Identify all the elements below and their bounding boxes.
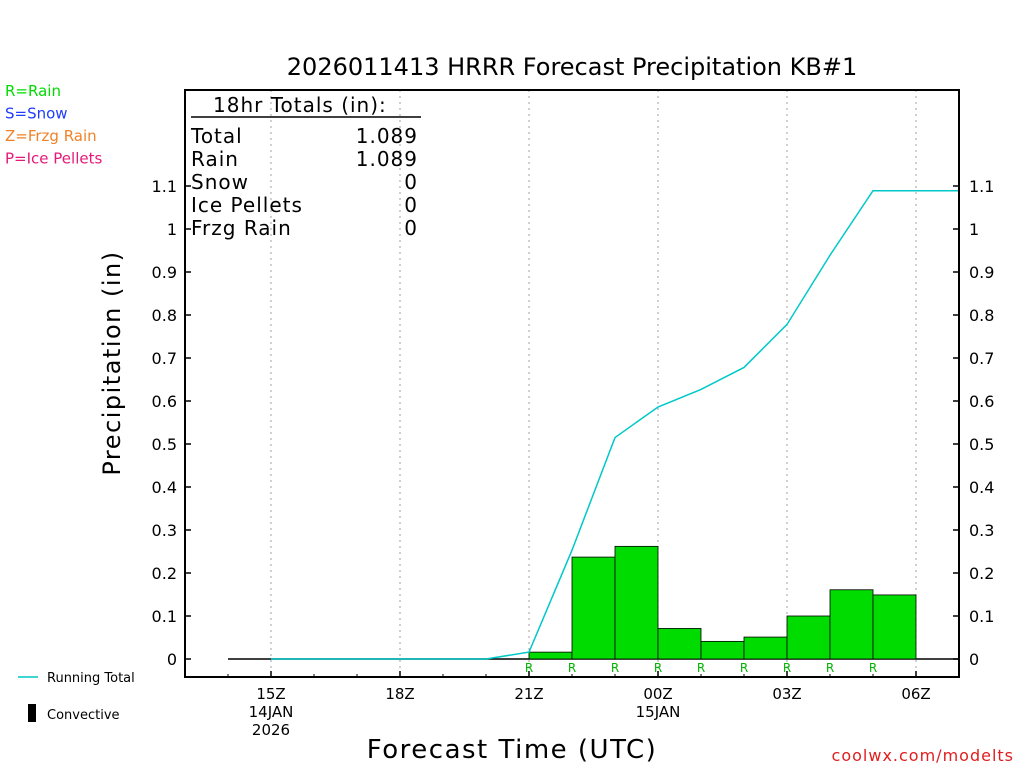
x-tick-label: 06Z bbox=[901, 685, 930, 703]
totals-row-label: Frzg Rain bbox=[191, 216, 292, 240]
x-tick-label: 03Z bbox=[772, 685, 801, 703]
precip-bar bbox=[657, 628, 702, 660]
y-tick-label: 0.2 bbox=[152, 564, 177, 583]
y-tick-label-right: 0.2 bbox=[969, 564, 994, 583]
x-tick-label: 18Z bbox=[385, 685, 414, 703]
y-tick-label-right: 0.7 bbox=[969, 349, 994, 368]
y-tick-label-right: 0.6 bbox=[969, 392, 994, 411]
y-tick-label: 0.1 bbox=[152, 607, 177, 626]
precip-type-letter: R bbox=[525, 661, 533, 675]
y-tick-label: 0.8 bbox=[152, 306, 177, 325]
totals-row-value: 1.089 bbox=[356, 147, 418, 171]
credit-text: coolwx.com/modelts bbox=[832, 746, 1014, 765]
precip-type-letter: R bbox=[568, 661, 576, 675]
precip-bar bbox=[743, 636, 788, 660]
running-total-legend-label: Running Total bbox=[47, 671, 135, 686]
x-tick-label: 15Z bbox=[256, 685, 285, 703]
precip-type-letter: R bbox=[869, 661, 877, 675]
running-total-line bbox=[271, 189, 959, 660]
type-legend-item: Z=Frzg Rain bbox=[5, 127, 97, 145]
type-legend-item: R=Rain bbox=[5, 82, 61, 100]
totals-row-value: 0 bbox=[404, 193, 418, 217]
x-tick-label: 21Z bbox=[514, 685, 543, 703]
running-total-polyline bbox=[271, 189, 959, 660]
y-tick-label: 0.7 bbox=[152, 349, 177, 368]
y-axis-label: Precipitation (in) bbox=[98, 250, 126, 475]
type-legend-item: P=Ice Pellets bbox=[5, 150, 102, 168]
totals-box: 18hr Totals (in): Total 1.089 Rain 1.089 Sno… bbox=[190, 93, 421, 240]
y-axis-left: 0 0.1 0.2 0.3 0.4 0.5 0.6 0.7 0.8 0.9 1 1.1 bbox=[152, 177, 191, 669]
convective-legend-swatch bbox=[28, 704, 36, 722]
y-tick-label: 0.9 bbox=[152, 263, 177, 282]
precip-bar bbox=[528, 651, 573, 660]
y-tick-label: 0.3 bbox=[152, 521, 177, 540]
y-tick-label-right: 0.1 bbox=[969, 607, 994, 626]
convective-legend-label: Convective bbox=[47, 708, 120, 723]
precip-bar bbox=[614, 545, 659, 660]
y-tick-label: 0 bbox=[167, 650, 177, 669]
y-tick-label-right: 1 bbox=[969, 220, 979, 239]
x-tick-label: 00Z bbox=[643, 685, 672, 703]
y-tick-label: 1 bbox=[167, 220, 177, 239]
y-tick-label-right: 0.4 bbox=[969, 478, 994, 497]
totals-row-label: Snow bbox=[191, 170, 249, 194]
x-tick-label: 15JAN bbox=[636, 703, 681, 721]
totals-row-label: Total bbox=[190, 124, 243, 148]
precip-type-letter: R bbox=[826, 661, 834, 675]
y-tick-label-right: 0.8 bbox=[969, 306, 994, 325]
x-axis-label: Forecast Time (UTC) bbox=[367, 735, 658, 765]
precip-type-letter: R bbox=[611, 661, 619, 675]
chart-title: 2026011413 HRRR Forecast Precipitation K… bbox=[287, 53, 857, 81]
y-tick-label-right: 1.1 bbox=[969, 177, 994, 196]
x-tick-label: 2026 bbox=[252, 721, 290, 739]
precip-type-letter: R bbox=[697, 661, 705, 675]
totals-row-value: 0 bbox=[404, 216, 418, 240]
precip-bar bbox=[700, 640, 745, 660]
y-tick-label-right: 0.9 bbox=[969, 263, 994, 282]
type-legend-item: S=Snow bbox=[5, 105, 68, 123]
precip-bar bbox=[786, 615, 831, 660]
precip-bar bbox=[872, 594, 917, 660]
y-tick-label: 0.6 bbox=[152, 392, 177, 411]
y-tick-label-right: 0 bbox=[969, 650, 979, 669]
hourly-precip-bars bbox=[528, 545, 917, 660]
y-tick-label-right: 0.5 bbox=[969, 435, 994, 454]
precip-type-letter: R bbox=[783, 661, 791, 675]
totals-row-label: Ice Pellets bbox=[191, 193, 303, 217]
precip-bar bbox=[829, 589, 874, 660]
totals-header: 18hr Totals (in): bbox=[213, 93, 387, 117]
y-tick-label-right: 0.3 bbox=[969, 521, 994, 540]
x-tick-label: 14JAN bbox=[249, 703, 294, 721]
totals-row-label: Rain bbox=[191, 147, 239, 171]
precip-type-letter: R bbox=[654, 661, 662, 675]
precip-bar bbox=[571, 556, 616, 660]
y-tick-label: 0.5 bbox=[152, 435, 177, 454]
precip-type-legend: R=Rain S=Snow Z=Frzg Rain P=Ice Pellets bbox=[5, 82, 102, 168]
y-tick-label: 1.1 bbox=[152, 177, 177, 196]
y-axis-right: 0 0.1 0.2 0.3 0.4 0.5 0.6 0.7 0.8 0.9 1 1.1 bbox=[953, 177, 994, 669]
totals-row-value: 0 bbox=[404, 170, 418, 194]
y-tick-label: 0.4 bbox=[152, 478, 177, 497]
totals-row-value: 1.089 bbox=[356, 124, 418, 148]
precip-type-letter: R bbox=[740, 661, 748, 675]
